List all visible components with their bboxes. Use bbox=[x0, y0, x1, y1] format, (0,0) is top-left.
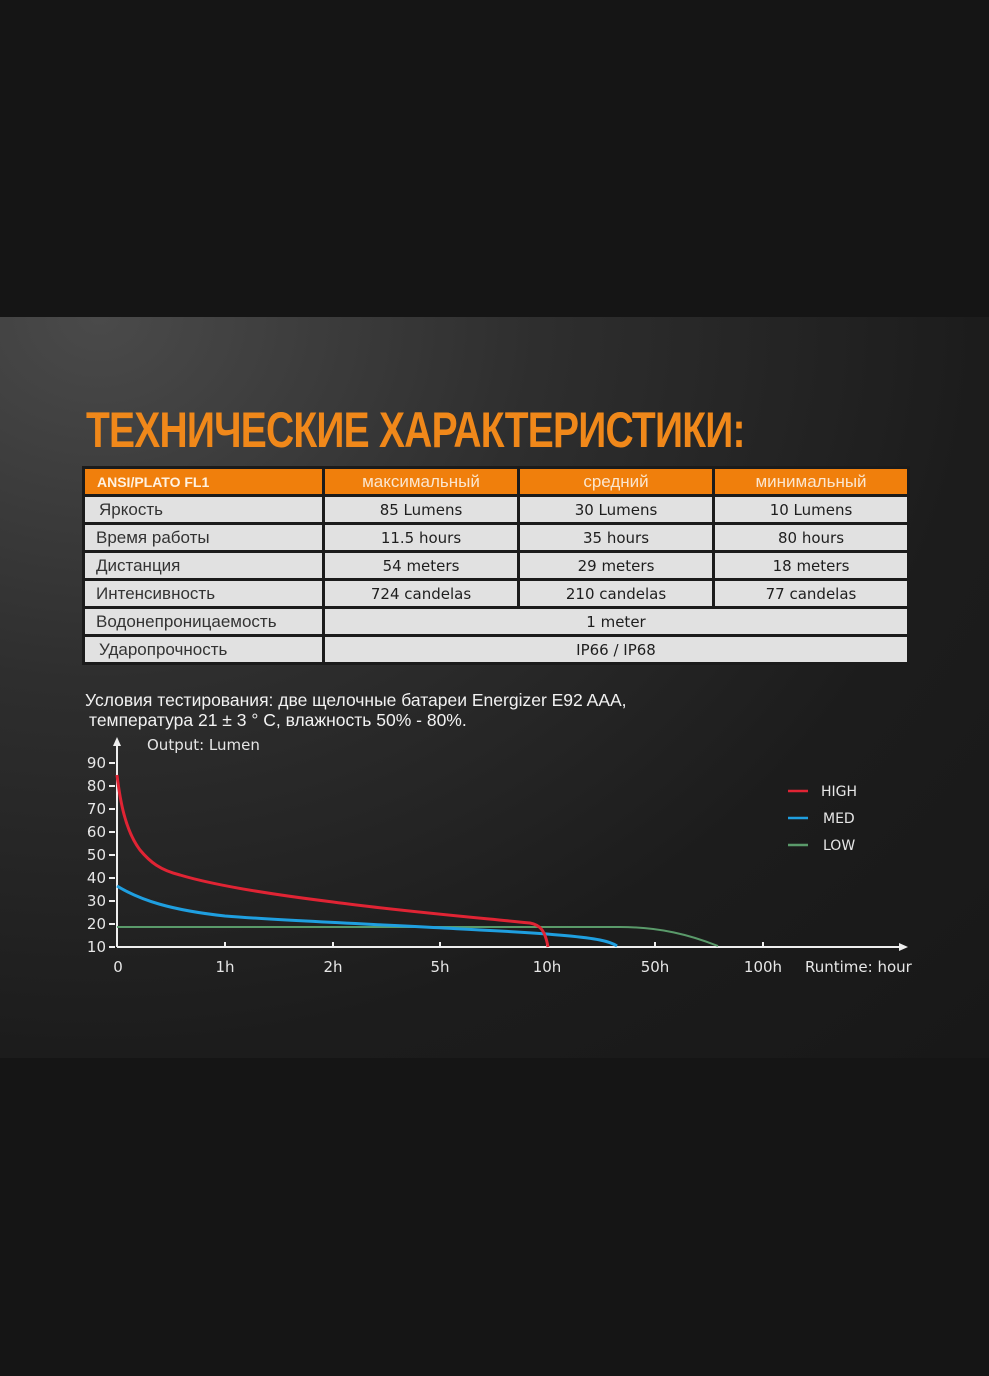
x-tick: 100h bbox=[744, 958, 782, 976]
test-conditions-note: Условия тестирования: две щелочные батар… bbox=[85, 690, 627, 730]
table-row: Интенсивность 724 candelas 210 candelas … bbox=[82, 578, 910, 609]
cell-value: 1 meter bbox=[322, 606, 910, 637]
y-tick: 30 bbox=[87, 892, 106, 910]
cell-value: 54 meters bbox=[322, 550, 520, 581]
cell-value: 35 hours bbox=[517, 522, 715, 553]
cell-value: 724 candelas bbox=[322, 578, 520, 609]
y-tick: 10 bbox=[87, 938, 106, 956]
table-header-row: ANSI/PLATO FL1 максимальный средний мини… bbox=[82, 466, 910, 497]
cell-value: 10 Lumens bbox=[712, 494, 910, 525]
x-tick: 1h bbox=[215, 958, 234, 976]
y-tick: 70 bbox=[87, 800, 106, 818]
x-axis-arrow-icon bbox=[899, 943, 908, 951]
table-row: Ударопрочность IP66 / IP68 bbox=[82, 634, 910, 665]
table-row: Яркость 85 Lumens 30 Lumens 10 Lumens bbox=[82, 494, 910, 525]
spec-panel bbox=[0, 317, 989, 1058]
runtime-chart: Output: Lumen 90 80 70 60 50 40 30 20 10 bbox=[87, 736, 913, 976]
cell-value: 85 Lumens bbox=[322, 494, 520, 525]
x-tick: 50h bbox=[641, 958, 670, 976]
cell-value: 210 candelas bbox=[517, 578, 715, 609]
y-axis-arrow-icon bbox=[113, 737, 121, 746]
legend-high-label: HIGH bbox=[821, 784, 857, 800]
header-medium: средний bbox=[517, 466, 715, 497]
page-title: ТЕХНИЧЕСКИЕ ХАРАКТЕРИСТИКИ: bbox=[86, 402, 745, 458]
y-tick: 90 bbox=[87, 754, 106, 772]
header-standard: ANSI/PLATO FL1 bbox=[82, 466, 325, 497]
y-tick: 50 bbox=[87, 846, 106, 864]
cell-value: 80 hours bbox=[712, 522, 910, 553]
note-line-2: температура 21 ± 3 ° C, влажность 50% - … bbox=[89, 710, 467, 730]
row-label-intensity: Интенсивность bbox=[82, 578, 325, 609]
y-tick: 20 bbox=[87, 915, 106, 933]
series-low-line bbox=[117, 926, 719, 947]
header-min: минимальный bbox=[712, 466, 910, 497]
cell-value: 29 meters bbox=[517, 550, 715, 581]
row-label-distance: Дистанция bbox=[82, 550, 325, 581]
cell-value: 18 meters bbox=[712, 550, 910, 581]
series-med-line bbox=[116, 884, 618, 948]
row-label-brightness: Яркость bbox=[82, 494, 325, 525]
y-tick: 80 bbox=[87, 777, 106, 795]
cell-value: 30 Lumens bbox=[517, 494, 715, 525]
table-row: Время работы 11.5 hours 35 hours 80 hour… bbox=[82, 522, 910, 553]
header-max: максимальный bbox=[322, 466, 520, 497]
table-row: Дистанция 54 meters 29 meters 18 meters bbox=[82, 550, 910, 581]
x-tick: 5h bbox=[430, 958, 449, 976]
row-label-impact: Ударопрочность bbox=[82, 634, 325, 665]
spec-table: ANSI/PLATO FL1 максимальный средний мини… bbox=[82, 466, 910, 665]
row-label-runtime: Время работы bbox=[82, 522, 325, 553]
legend-low-label: LOW bbox=[823, 838, 855, 854]
chart-legend: HIGH MED LOW bbox=[788, 784, 857, 854]
cell-value: IP66 / IP68 bbox=[322, 634, 910, 665]
x-tick: 0 bbox=[113, 958, 123, 976]
y-axis: Output: Lumen 90 80 70 60 50 40 30 20 10 bbox=[87, 736, 260, 956]
x-axis: 0 1h 2h 5h 10h 50h 100h Runtime: hour bbox=[113, 942, 913, 976]
series-high-line bbox=[115, 774, 550, 948]
legend-med-label: MED bbox=[823, 811, 855, 827]
y-tick: 60 bbox=[87, 823, 106, 841]
cell-value: 11.5 hours bbox=[322, 522, 520, 553]
cell-value: 77 candelas bbox=[712, 578, 910, 609]
x-tick: 2h bbox=[323, 958, 342, 976]
y-axis-label: Output: Lumen bbox=[147, 736, 260, 754]
row-label-waterproof: Водонепроницаемость bbox=[82, 606, 325, 637]
x-axis-label: Runtime: hour bbox=[805, 958, 913, 976]
table-row: Водонепроницаемость 1 meter bbox=[82, 606, 910, 637]
y-tick: 40 bbox=[87, 869, 106, 887]
x-tick: 10h bbox=[533, 958, 562, 976]
note-line-1: Условия тестирования: две щелочные батар… bbox=[85, 690, 627, 710]
